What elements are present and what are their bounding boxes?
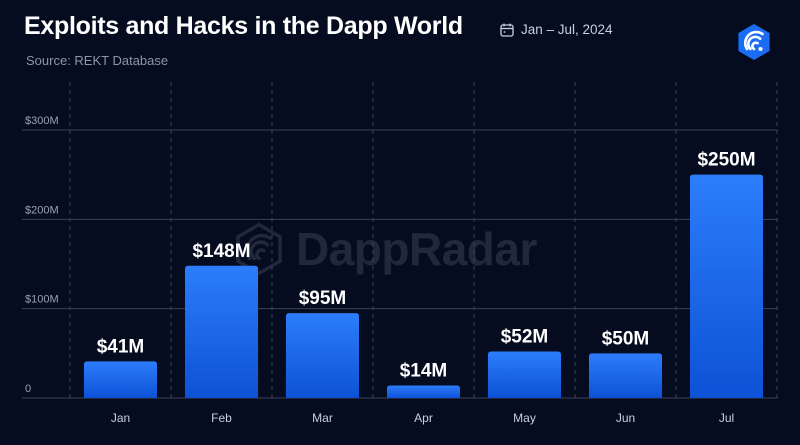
value-label: $50M	[602, 328, 650, 349]
watermark: DappRadar	[232, 222, 537, 276]
x-tick-label: Jul	[719, 411, 734, 425]
value-label: $148M	[192, 241, 250, 262]
bar-jul	[690, 174, 763, 398]
calendar-icon	[500, 23, 514, 37]
x-tick-label: Jun	[616, 411, 635, 425]
bar-jun	[589, 353, 662, 398]
value-label: $250M	[697, 150, 755, 171]
y-tick-label: $300M	[25, 115, 59, 127]
bar-mar	[286, 313, 359, 398]
y-tick-label: $100M	[25, 294, 59, 306]
watermark-text: DappRadar	[296, 223, 537, 275]
dappradar-logo-icon	[738, 24, 770, 60]
bar-chart: 0 $100M $300M $200M $41M $148M $95M $14M $52M $5…	[22, 82, 778, 425]
y-tick-label: $200M	[25, 204, 59, 216]
value-label: $14M	[400, 360, 448, 381]
x-tick-label: Apr	[414, 411, 433, 425]
x-tick-label: Jan	[111, 411, 130, 425]
source-caption: Source: REKT Database	[26, 53, 169, 68]
bar-may	[488, 351, 561, 398]
date-range: Jan – Jul, 2024	[500, 22, 613, 37]
bar-jan	[84, 361, 157, 398]
dappradar-logo-icon	[236, 222, 282, 276]
x-tick-label: Mar	[312, 411, 333, 425]
y-tick-label: 0	[25, 383, 31, 395]
bar-feb	[185, 265, 258, 398]
date-range-text: Jan – Jul, 2024	[521, 22, 613, 37]
bar-apr	[387, 385, 460, 398]
x-tick-label: May	[513, 411, 536, 425]
value-label: $41M	[97, 336, 145, 357]
page-title: Exploits and Hacks in the Dapp World	[24, 12, 463, 40]
value-label: $95M	[299, 288, 347, 309]
value-label: $52M	[501, 327, 549, 348]
x-tick-label: Feb	[211, 411, 232, 425]
